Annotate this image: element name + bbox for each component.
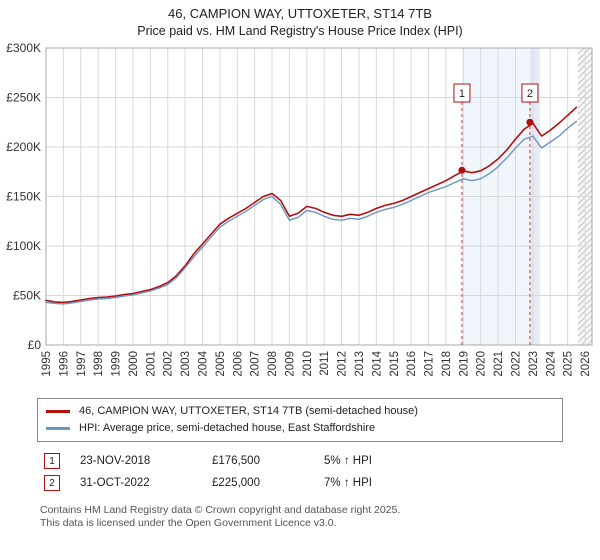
svg-text:2014: 2014 bbox=[371, 350, 383, 376]
price-history-chart: £0 £50K £100K £150K £200K £250K £300K 1995 1996 1… bbox=[6, 41, 593, 377]
svg-text:2005: 2005 bbox=[215, 351, 227, 377]
property-price-chart-page: 46, CAMPION WAY, UTTOXETER, ST14 7TB Pri… bbox=[6, 6, 600, 530]
svg-text:1996: 1996 bbox=[58, 351, 70, 377]
svg-text:2012: 2012 bbox=[337, 351, 349, 377]
hpi-line-swatch bbox=[46, 427, 70, 430]
svg-text:£300K: £300K bbox=[6, 41, 41, 55]
svg-text:2022: 2022 bbox=[510, 351, 522, 377]
legend-label-property: 46, CAMPION WAY, UTTOXETER, ST14 7TB (se… bbox=[79, 405, 418, 417]
chart-legend: 46, CAMPION WAY, UTTOXETER, ST14 7TB (se… bbox=[37, 398, 563, 442]
sale-marker-1: 1 bbox=[44, 453, 60, 469]
svg-text:2026: 2026 bbox=[580, 351, 592, 377]
svg-text:2013: 2013 bbox=[354, 351, 366, 377]
svg-text:2024: 2024 bbox=[545, 350, 557, 376]
svg-text:2018: 2018 bbox=[441, 351, 453, 377]
license-line-2: This data is licensed under the Open Gov… bbox=[40, 517, 337, 530]
sale-hpi-delta-2: 7% ↑ HPI bbox=[324, 477, 372, 489]
sale-row-2: 2 31-OCT-2022 £225,000 7% ↑ HPI bbox=[44, 472, 600, 494]
property-line-swatch bbox=[46, 410, 70, 413]
sale-marker-2: 2 bbox=[44, 475, 60, 491]
sale-date-1: 23-NOV-2018 bbox=[80, 455, 151, 467]
svg-text:2008: 2008 bbox=[267, 351, 279, 377]
svg-text:1995: 1995 bbox=[41, 351, 53, 377]
svg-text:1: 1 bbox=[459, 88, 465, 100]
sale-price-1: £176,500 bbox=[212, 455, 260, 467]
svg-text:2002: 2002 bbox=[163, 351, 175, 377]
svg-text:2010: 2010 bbox=[302, 351, 314, 377]
sale-price-2: £225,000 bbox=[212, 477, 260, 489]
svg-text:2: 2 bbox=[527, 88, 533, 100]
svg-text:1997: 1997 bbox=[76, 351, 88, 377]
svg-text:2011: 2011 bbox=[319, 351, 331, 376]
svg-text:2023: 2023 bbox=[528, 351, 540, 377]
svg-text:1998: 1998 bbox=[93, 351, 105, 377]
svg-text:£100K: £100K bbox=[6, 239, 41, 253]
page-title: 46, CAMPION WAY, UTTOXETER, ST14 7TB bbox=[168, 6, 432, 21]
svg-text:£150K: £150K bbox=[6, 190, 41, 204]
svg-text:2025: 2025 bbox=[563, 351, 575, 377]
svg-text:2003: 2003 bbox=[180, 351, 192, 377]
svg-text:2021: 2021 bbox=[493, 351, 505, 377]
svg-text:2006: 2006 bbox=[232, 351, 244, 377]
license-footer: Contains HM Land Registry data © Crown c… bbox=[40, 504, 600, 530]
legend-item-hpi: HPI: Average price, semi-detached house,… bbox=[46, 420, 554, 437]
svg-text:2016: 2016 bbox=[406, 351, 418, 377]
svg-text:£50K: £50K bbox=[13, 289, 41, 303]
legend-item-property: 46, CAMPION WAY, UTTOXETER, ST14 7TB (se… bbox=[46, 403, 554, 420]
svg-text:2017: 2017 bbox=[424, 351, 436, 377]
svg-text:£0: £0 bbox=[28, 338, 42, 352]
svg-text:2015: 2015 bbox=[389, 351, 401, 377]
svg-text:£200K: £200K bbox=[6, 140, 41, 154]
legend-label-hpi: HPI: Average price, semi-detached house,… bbox=[79, 422, 376, 434]
svg-text:2001: 2001 bbox=[145, 351, 157, 377]
svg-text:2007: 2007 bbox=[250, 351, 262, 377]
svg-text:2004: 2004 bbox=[197, 350, 209, 376]
svg-text:2009: 2009 bbox=[284, 351, 296, 377]
sales-table: 1 23-NOV-2018 £176,500 5% ↑ HPI 2 31-OCT… bbox=[44, 450, 600, 494]
sale-hpi-delta-1: 5% ↑ HPI bbox=[324, 455, 372, 467]
svg-text:£250K: £250K bbox=[6, 91, 41, 105]
svg-text:2000: 2000 bbox=[128, 351, 140, 377]
svg-text:2019: 2019 bbox=[458, 351, 470, 377]
sale-date-2: 31-OCT-2022 bbox=[80, 477, 150, 489]
sale-row-1: 1 23-NOV-2018 £176,500 5% ↑ HPI bbox=[44, 450, 600, 472]
svg-text:2020: 2020 bbox=[476, 351, 488, 377]
license-line-1: Contains HM Land Registry data © Crown c… bbox=[40, 504, 401, 516]
svg-text:1999: 1999 bbox=[111, 351, 123, 377]
page-subtitle: Price paid vs. HM Land Registry's House … bbox=[137, 24, 463, 38]
